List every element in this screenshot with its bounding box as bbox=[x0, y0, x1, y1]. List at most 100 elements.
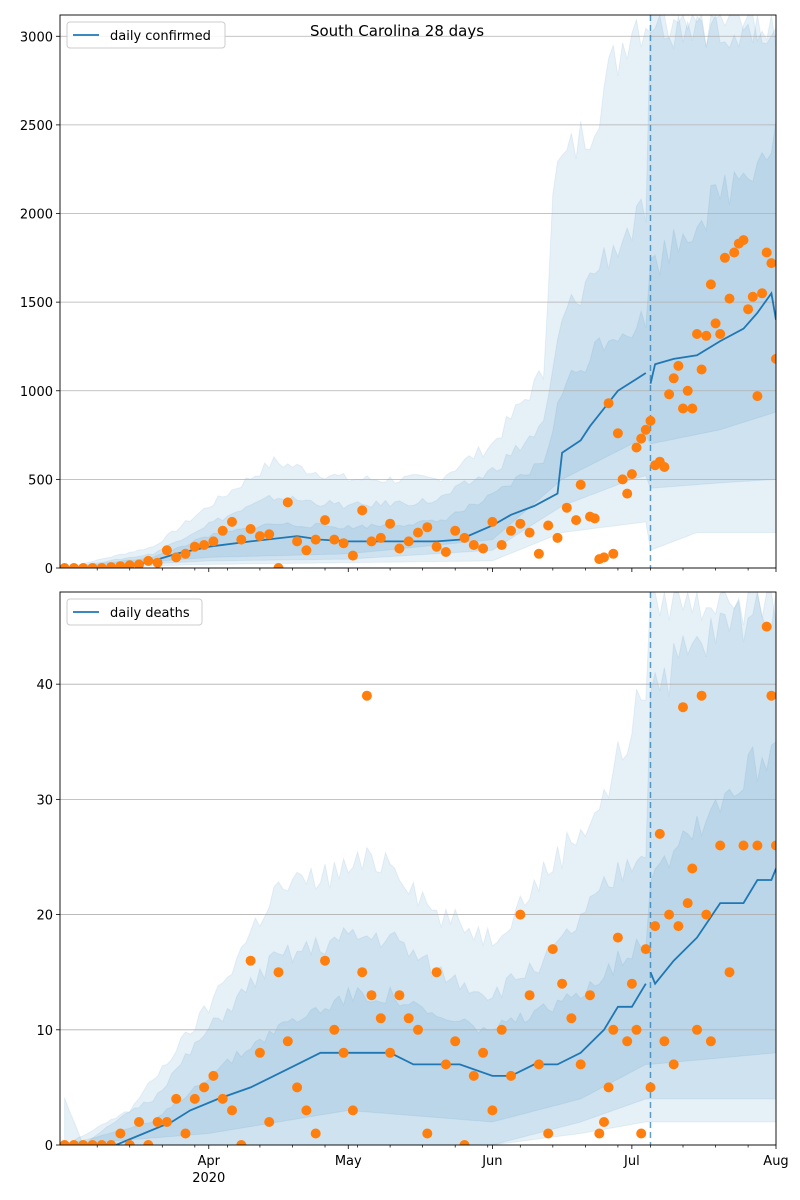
data-point bbox=[710, 318, 721, 329]
data-point bbox=[673, 360, 684, 371]
data-point bbox=[524, 527, 535, 538]
data-point bbox=[599, 1117, 609, 1127]
data-point bbox=[245, 955, 256, 966]
data-point bbox=[329, 1024, 340, 1035]
uncertainty-band-0 bbox=[64, 592, 776, 1145]
x-tick-sublabel: 2020 bbox=[192, 1171, 225, 1186]
uncertainty-band-1 bbox=[64, 15, 776, 568]
data-point bbox=[761, 247, 772, 258]
data-point bbox=[78, 563, 89, 568]
data-point bbox=[594, 1128, 605, 1139]
legend-label: daily confirmed bbox=[110, 29, 211, 44]
data-point bbox=[478, 1047, 489, 1058]
data-point bbox=[724, 293, 735, 304]
data-point bbox=[96, 1140, 107, 1145]
data-point bbox=[626, 978, 637, 989]
data-point bbox=[161, 1117, 172, 1127]
deaths-panel: 0 10 20 30 40 Apr 2020 May Jun Jul Aug daily deaths bbox=[36, 591, 789, 1186]
data-point bbox=[566, 1013, 577, 1024]
data-point bbox=[622, 1036, 633, 1047]
data-point bbox=[301, 1105, 312, 1116]
data-point bbox=[682, 385, 693, 396]
data-point bbox=[650, 921, 661, 932]
data-point bbox=[645, 1082, 656, 1093]
data-point bbox=[60, 563, 70, 568]
data-point bbox=[403, 536, 414, 547]
data-point bbox=[96, 563, 107, 568]
data-point bbox=[87, 563, 98, 568]
data-point bbox=[450, 525, 461, 536]
y-tick-label: 2000 bbox=[20, 208, 53, 223]
data-point bbox=[771, 353, 776, 364]
data-point bbox=[533, 1059, 544, 1070]
data-point bbox=[524, 990, 535, 1001]
data-point bbox=[254, 531, 265, 542]
data-point bbox=[357, 505, 368, 516]
data-point bbox=[692, 329, 702, 339]
data-point bbox=[696, 690, 707, 701]
data-point bbox=[487, 1105, 498, 1116]
data-point bbox=[385, 1047, 396, 1058]
data-point bbox=[603, 398, 614, 409]
data-point bbox=[459, 532, 470, 543]
data-point bbox=[603, 1082, 614, 1093]
data-point bbox=[320, 515, 330, 526]
data-point bbox=[347, 550, 358, 561]
data-point bbox=[431, 967, 442, 978]
data-point bbox=[752, 840, 763, 851]
y-tick-label: 1000 bbox=[20, 385, 53, 400]
data-point bbox=[701, 909, 712, 920]
data-point bbox=[403, 1013, 414, 1024]
y-tick-label: 0 bbox=[45, 1139, 53, 1154]
data-point bbox=[664, 909, 675, 920]
data-point bbox=[738, 840, 749, 851]
data-point bbox=[654, 828, 665, 839]
data-point bbox=[515, 518, 526, 529]
data-point bbox=[678, 702, 688, 713]
data-point bbox=[673, 921, 684, 932]
data-point bbox=[468, 540, 479, 550]
data-point bbox=[199, 540, 210, 550]
data-point bbox=[152, 557, 163, 568]
data-point bbox=[124, 1140, 135, 1145]
data-point bbox=[575, 479, 586, 490]
data-point bbox=[273, 563, 284, 568]
data-point bbox=[236, 534, 247, 545]
data-point bbox=[292, 536, 303, 547]
data-point bbox=[664, 389, 675, 400]
data-point bbox=[636, 433, 647, 444]
data-point bbox=[766, 258, 776, 269]
data-point bbox=[440, 547, 451, 557]
confirmed-panel: 0 500 1000 1500 2000 2500 3000 daily confirmed bbox=[20, 14, 777, 577]
data-point bbox=[180, 1128, 191, 1139]
x-tick-label: Jul bbox=[623, 1154, 640, 1169]
data-point bbox=[338, 1047, 349, 1058]
median-line-forecast bbox=[649, 868, 776, 986]
data-point bbox=[106, 562, 117, 568]
data-point bbox=[180, 548, 191, 559]
data-point bbox=[761, 621, 772, 632]
data-point bbox=[413, 527, 423, 538]
y-tick-label: 3000 bbox=[20, 30, 53, 45]
data-point bbox=[687, 403, 698, 414]
data-point bbox=[375, 1013, 386, 1024]
data-point bbox=[599, 552, 609, 563]
data-point bbox=[264, 529, 275, 540]
data-point bbox=[189, 541, 200, 552]
data-point bbox=[115, 561, 126, 568]
data-point bbox=[552, 532, 563, 543]
data-point bbox=[134, 559, 144, 568]
legend-box bbox=[66, 598, 203, 626]
data-point bbox=[612, 428, 623, 439]
data-point bbox=[68, 1140, 79, 1145]
data-point bbox=[208, 1070, 219, 1081]
data-point bbox=[640, 944, 651, 955]
data-point bbox=[329, 534, 340, 545]
x-tick-label: Apr bbox=[198, 1154, 221, 1169]
data-point bbox=[245, 524, 256, 534]
data-point bbox=[692, 1024, 702, 1035]
data-point bbox=[310, 1128, 321, 1139]
legend: daily confirmed bbox=[66, 21, 226, 49]
data-point bbox=[506, 525, 516, 536]
